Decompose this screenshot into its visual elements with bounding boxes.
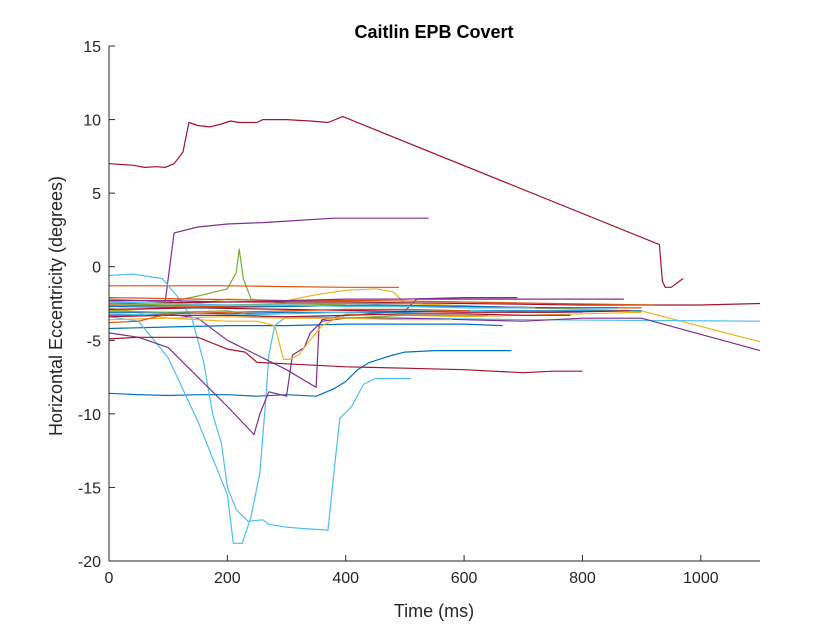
series-line-21 [109, 297, 518, 303]
axes-layer: 0 200 400 600 800 1000 -20 -15 -10 -5 0 5 10 15 [78, 39, 760, 587]
series-line-3 [108, 248, 346, 306]
series-line-22 [108, 316, 453, 321]
x-tick-label: 600 [451, 570, 478, 587]
series-line-20 [108, 297, 654, 306]
series-line-5 [108, 288, 761, 343]
x-tick-label: 200 [214, 570, 241, 587]
series-line-11 [108, 298, 624, 388]
y-tick-label: -10 [78, 407, 101, 424]
series-line-7 [108, 323, 503, 330]
y-tick-label: -15 [78, 480, 101, 497]
y-tick-label: 5 [92, 186, 101, 203]
y-axis-label: Horizontal Eccentricity (degrees) [46, 176, 66, 436]
series-line-1 [108, 115, 684, 288]
series-line-9 [108, 316, 761, 544]
series-line-24 [108, 302, 423, 306]
series-line-10 [108, 317, 761, 436]
x-axis-label: Time (ms) [394, 601, 474, 621]
series-layer [108, 115, 761, 544]
x-tick-label: 400 [332, 570, 359, 587]
y-tick-label: -20 [78, 554, 101, 571]
x-tick-label: 800 [569, 570, 596, 587]
series-line-4 [109, 285, 399, 288]
series-line-12 [108, 336, 583, 374]
series-line-6 [108, 350, 512, 397]
series-line-27 [108, 308, 471, 324]
series-line-26 [108, 301, 536, 309]
series-line-25 [108, 313, 571, 318]
x-tick-label: 1000 [683, 570, 719, 587]
y-tick-label: 0 [92, 260, 101, 277]
chart-title: Caitlin EPB Covert [354, 22, 513, 42]
x-tick-label: 0 [105, 570, 114, 587]
series-line-14 [108, 307, 642, 360]
y-tick-label: 10 [83, 113, 101, 130]
y-tick-label: 15 [83, 39, 101, 56]
y-tick-label: -5 [87, 333, 101, 350]
series-line-23 [108, 304, 618, 309]
